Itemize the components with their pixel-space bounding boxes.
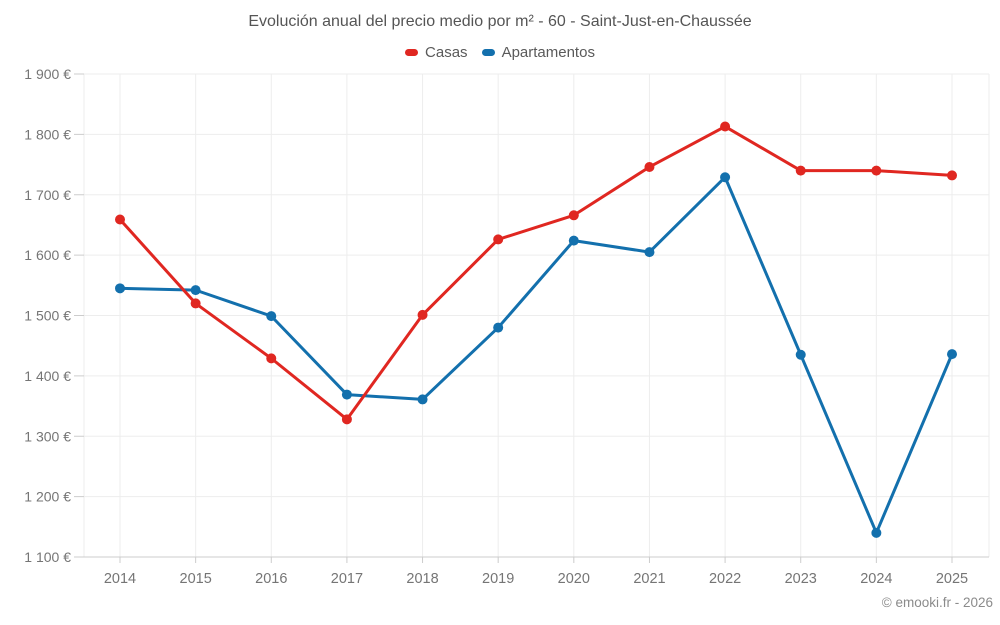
data-point-casas-2021[interactable] <box>644 161 655 172</box>
y-axis-tick-label: 1 200 € <box>24 489 71 505</box>
x-axis-tick-label: 2022 <box>709 571 741 587</box>
y-axis-tick-label: 1 700 € <box>24 187 71 203</box>
data-point-apartamentos-2017[interactable] <box>341 389 352 400</box>
data-point-apartamentos-2015[interactable] <box>190 285 201 296</box>
page-title: Evolución anual del precio medio por m² … <box>248 13 752 30</box>
data-point-apartamentos-2014[interactable] <box>115 283 125 294</box>
data-point-apartamentos-2016[interactable] <box>266 311 277 322</box>
x-axis-tick-label: 2019 <box>482 571 514 587</box>
copyright-text: © emooki.fr - 2026 <box>881 595 993 610</box>
data-point-apartamentos-2020[interactable] <box>568 235 579 246</box>
data-point-casas-2024[interactable] <box>871 165 882 176</box>
data-point-casas-2018[interactable] <box>417 309 428 320</box>
data-point-apartamentos-2025[interactable] <box>947 349 957 360</box>
series-line-apartamentos <box>118 175 954 535</box>
x-axis-tick-label: 2018 <box>406 571 438 587</box>
x-axis-tick-label: 2015 <box>180 571 212 587</box>
data-point-casas-2015[interactable] <box>190 298 201 309</box>
x-axis-tick-label: 2024 <box>860 571 892 587</box>
y-axis-tick-label: 1 400 € <box>24 368 71 384</box>
x-axis-tick-label: 2020 <box>558 571 590 587</box>
series-line-casas <box>118 125 954 421</box>
data-point-apartamentos-2023[interactable] <box>795 349 806 360</box>
y-axis-tick-label: 1 300 € <box>24 428 71 444</box>
y-axis-tick-label: 1 900 € <box>24 66 71 82</box>
legend-item-apartamentos[interactable]: Apartamentos <box>481 44 595 61</box>
data-point-casas-2016[interactable] <box>266 353 277 364</box>
x-axis-tick-label: 2025 <box>936 571 968 587</box>
data-point-casas-2014[interactable] <box>115 214 125 225</box>
x-axis-tick-label: 2016 <box>255 571 287 587</box>
apartamentos-series-swatch-icon <box>481 49 495 56</box>
y-axis-tick-label: 1 600 € <box>24 247 71 263</box>
data-point-apartamentos-2022[interactable] <box>720 172 731 183</box>
legend-label-casas: Casas <box>425 44 468 61</box>
x-axis-tick-label: 2017 <box>331 571 363 587</box>
data-point-apartamentos-2021[interactable] <box>644 247 655 258</box>
legend: Casas Apartamentos <box>0 44 1000 61</box>
x-axis-tick-label: 2014 <box>104 571 136 587</box>
legend-label-apartamentos: Apartamentos <box>501 44 595 61</box>
y-axis-tick-label: 1 500 € <box>24 308 71 324</box>
data-point-apartamentos-2018[interactable] <box>417 394 428 405</box>
data-point-casas-2025[interactable] <box>947 170 957 181</box>
legend-item-casas[interactable]: Casas <box>405 44 468 61</box>
casas-series-swatch-icon <box>405 49 419 56</box>
data-point-apartamentos-2024[interactable] <box>871 527 882 538</box>
data-point-casas-2022[interactable] <box>720 121 731 132</box>
data-point-apartamentos-2019[interactable] <box>493 322 504 333</box>
data-point-casas-2023[interactable] <box>795 165 806 176</box>
y-axis-tick-label: 1 800 € <box>24 126 71 142</box>
x-axis-tick-label: 2021 <box>633 571 665 587</box>
x-axis-tick-label: 2023 <box>785 571 817 587</box>
data-point-casas-2020[interactable] <box>568 210 579 221</box>
data-point-casas-2019[interactable] <box>493 234 504 245</box>
y-axis-tick-label: 1 100 € <box>24 549 71 565</box>
data-point-casas-2017[interactable] <box>341 414 352 425</box>
